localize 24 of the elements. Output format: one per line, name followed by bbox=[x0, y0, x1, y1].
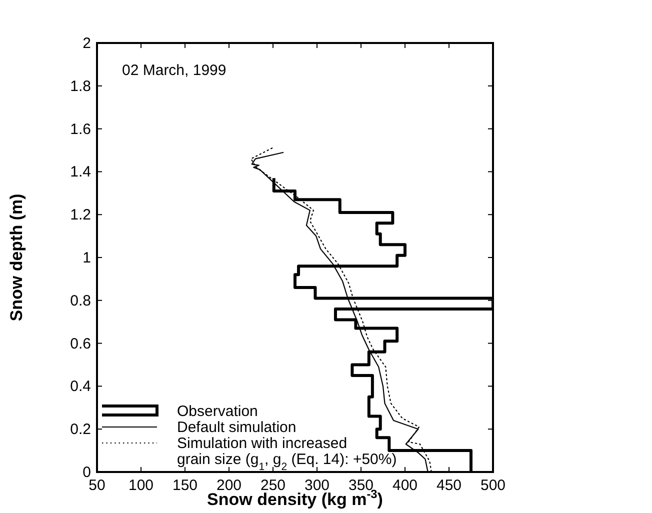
x-tick-label: 50 bbox=[88, 477, 106, 494]
x-tick-label: 400 bbox=[392, 477, 418, 494]
annotation: 02 March, 1999 bbox=[122, 62, 226, 79]
x-tick-label: 250 bbox=[260, 477, 286, 494]
y-tick-label: 0.2 bbox=[70, 421, 91, 438]
x-tick-label: 500 bbox=[480, 477, 506, 494]
x-tick-label: 100 bbox=[128, 477, 154, 494]
y-tick-label: 0.4 bbox=[70, 378, 91, 396]
y-tick-label: 1.2 bbox=[70, 206, 91, 224]
y-tick-label: 0.6 bbox=[70, 335, 91, 352]
y-tick-label: 1.8 bbox=[70, 78, 91, 95]
x-tick-label: 150 bbox=[172, 477, 198, 494]
y-tick-label: 0.8 bbox=[70, 292, 91, 310]
legend-label: Default simulation bbox=[177, 419, 296, 436]
y-tick-label: 1 bbox=[82, 250, 91, 266]
y-tick-label: 1.6 bbox=[70, 120, 91, 138]
legend-label: Observation bbox=[177, 403, 258, 420]
x-tick-label: 300 bbox=[304, 477, 330, 494]
y-axis-title: Snow depth (m) bbox=[7, 194, 26, 322]
y-tick-label: 2 bbox=[82, 35, 91, 52]
y-tick-label: 1.4 bbox=[70, 164, 91, 181]
legend-label: Simulation with increased grain size (g$_{1}$, g$_{2}$ (Eq. 14): +50%) bbox=[177, 435, 397, 473]
x-tick-label: 450 bbox=[436, 477, 462, 494]
y-tick-label: 0 bbox=[82, 464, 91, 481]
